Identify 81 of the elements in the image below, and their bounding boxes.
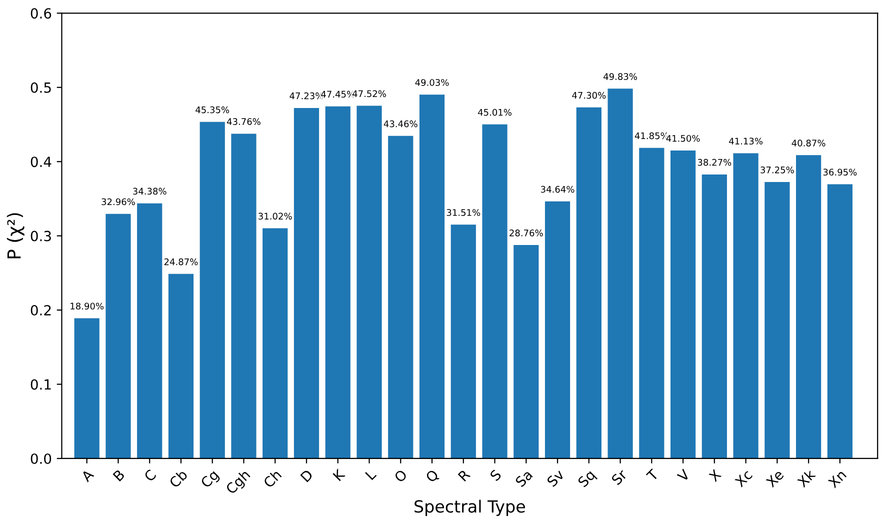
data-label: 45.01%: [478, 108, 512, 116]
bar: [168, 274, 194, 458]
y-axis-title: P (χ²): [6, 213, 24, 258]
x-tick-label: Xk: [796, 468, 816, 488]
data-label: 43.46%: [384, 120, 418, 128]
x-tick-label: Xn: [828, 469, 847, 488]
y-tick-label: 0.6: [30, 8, 52, 19]
data-label: 34.38%: [133, 188, 166, 195]
data-label: 37.25%: [760, 166, 794, 174]
bar: [450, 224, 476, 458]
bar: [388, 136, 414, 458]
bar: [325, 106, 350, 458]
bar: [262, 228, 288, 458]
y-tick-label: 0.3: [30, 230, 51, 242]
bar: [514, 245, 539, 458]
data-label: 49.03%: [415, 79, 449, 86]
bar: [608, 88, 633, 458]
data-label: 18.90%: [70, 302, 104, 310]
x-tick-label: Sq: [577, 469, 598, 490]
bar: [733, 153, 758, 458]
x-tick-label: O: [394, 468, 408, 483]
y-tick-label: 0.1: [30, 379, 51, 390]
x-tick-label: B: [112, 469, 125, 482]
bar: [482, 124, 508, 458]
bar: [639, 148, 664, 458]
x-tick-label: Cgh: [224, 469, 252, 496]
data-label: 36.95%: [823, 168, 857, 176]
bar: [106, 214, 131, 458]
data-label: 32.96%: [102, 198, 135, 206]
x-tick-label: V: [676, 468, 690, 482]
bar: [137, 203, 162, 458]
data-label: 31.51%: [446, 209, 480, 216]
x-tick-label: A: [80, 468, 94, 482]
data-label: 40.87%: [792, 140, 826, 146]
data-label: 41.13%: [729, 138, 763, 145]
data-label: 38.27%: [698, 158, 732, 166]
bar: [200, 122, 225, 458]
x-tick-label: Sr: [610, 468, 628, 486]
y-tick-label: 0.4: [30, 156, 52, 168]
x-tick-label: Sv: [546, 468, 565, 488]
bar: [294, 108, 320, 458]
bar: [827, 184, 852, 458]
x-tick-label: Cb: [168, 468, 188, 488]
x-tick-label: X: [708, 468, 722, 482]
data-label: 45.35%: [196, 106, 230, 114]
bar: [796, 155, 822, 458]
bar: [670, 150, 696, 458]
bar: [764, 182, 790, 458]
data-label: 24.87%: [164, 258, 198, 266]
data-label: 43.76%: [226, 118, 260, 126]
bar: [356, 106, 382, 458]
x-tick-label: L: [365, 468, 377, 480]
bar: [544, 201, 570, 458]
bar: [231, 134, 256, 458]
bar: [74, 318, 100, 458]
x-tick-label: T: [646, 468, 660, 482]
x-tick-label: Ch: [262, 469, 282, 488]
x-tick-label: S: [489, 468, 502, 482]
y-tick-label: 0.2: [30, 305, 51, 316]
x-axis-title: Spectral Type: [414, 500, 525, 516]
data-label: 47.30%: [572, 92, 606, 99]
x-tick-label: C: [143, 468, 157, 482]
bar: [702, 174, 727, 458]
x-tick-label: Q: [425, 468, 440, 484]
y-tick-label: 0.0: [30, 453, 52, 464]
bar: [576, 107, 602, 458]
data-label: 41.50%: [666, 134, 700, 142]
x-tick-label: Sa: [514, 469, 533, 488]
x-tick-label: K: [332, 468, 346, 482]
data-label: 41.85%: [634, 132, 668, 140]
x-tick-label: R: [458, 468, 471, 482]
x-tick-label: Xc: [734, 469, 753, 488]
x-tick-label: Cg: [200, 469, 221, 490]
data-label: 34.64%: [541, 186, 574, 193]
data-label: 49.83%: [604, 73, 637, 80]
y-tick-label: 0.5: [30, 82, 51, 93]
x-tick-label: Xe: [765, 469, 784, 488]
bar: [419, 94, 445, 458]
data-label: 31.02%: [258, 212, 292, 220]
data-label: 28.76%: [510, 230, 543, 236]
x-tick-label: D: [300, 469, 314, 482]
